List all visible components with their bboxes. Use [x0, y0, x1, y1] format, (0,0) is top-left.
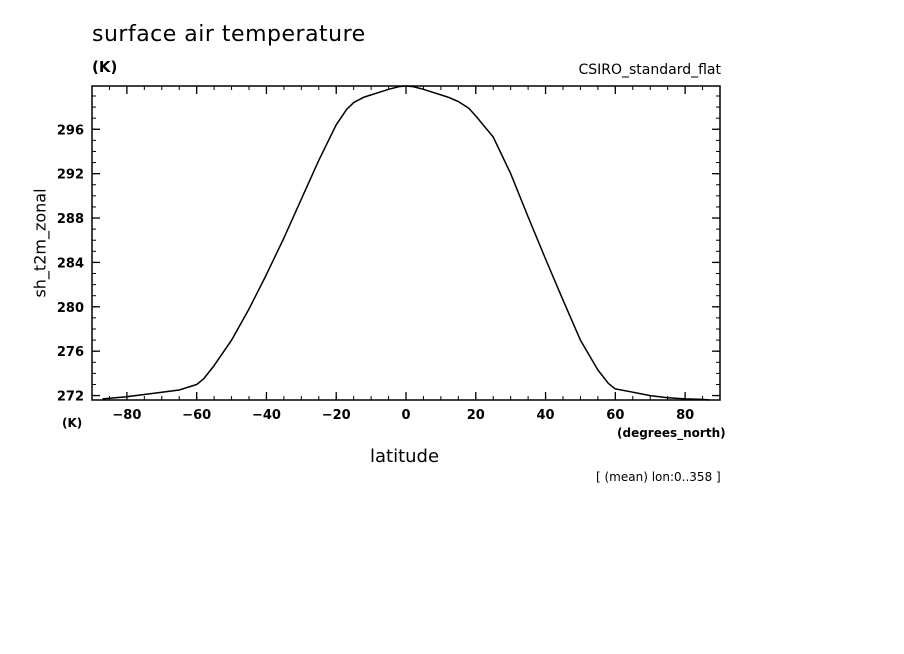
- x-tick-label: 60: [606, 408, 624, 423]
- x-tick-label: −60: [182, 408, 211, 423]
- model-label: CSIRO_standard_flat: [578, 62, 721, 78]
- x-tick-label: −20: [322, 408, 351, 423]
- x-tick-label: 0: [401, 408, 410, 423]
- minor-ticks: [91, 86, 721, 400]
- series-line: [102, 85, 710, 401]
- x-tick-label: −80: [112, 408, 141, 423]
- title-units: (K): [92, 58, 118, 76]
- y-tick-label: 272: [57, 390, 84, 405]
- y-tick-label: 288: [57, 212, 84, 227]
- y-tick-label: 296: [57, 123, 84, 138]
- x-tick-label: −40: [252, 408, 281, 423]
- plot-frame: [91, 85, 721, 401]
- y-tick-label: 276: [57, 345, 84, 360]
- y-tick-label: 292: [57, 168, 84, 183]
- x-axis-ticks: −80 −60 −40 −20 0 20 40 60 80: [112, 86, 694, 423]
- y-tick-label: 284: [57, 256, 84, 271]
- x-axis-unit: (degrees_north): [617, 426, 726, 440]
- y-axis-label: sh_t2m_zonal: [30, 188, 50, 298]
- x-tick-label: 80: [676, 408, 694, 423]
- x-tick-label: 20: [467, 408, 485, 423]
- y-axis-ticks: 272 276 280 284 288 292 296: [57, 123, 720, 405]
- y-tick-label: 280: [57, 301, 84, 316]
- x-axis-label: latitude: [370, 446, 440, 467]
- chart-title: surface air temperature: [92, 22, 366, 47]
- x-tick-label: 40: [537, 408, 555, 423]
- y-axis-unit: (K): [62, 416, 83, 430]
- series-layer: [102, 85, 710, 401]
- averaging-note: [ (mean) lon:0..358 ]: [596, 470, 721, 484]
